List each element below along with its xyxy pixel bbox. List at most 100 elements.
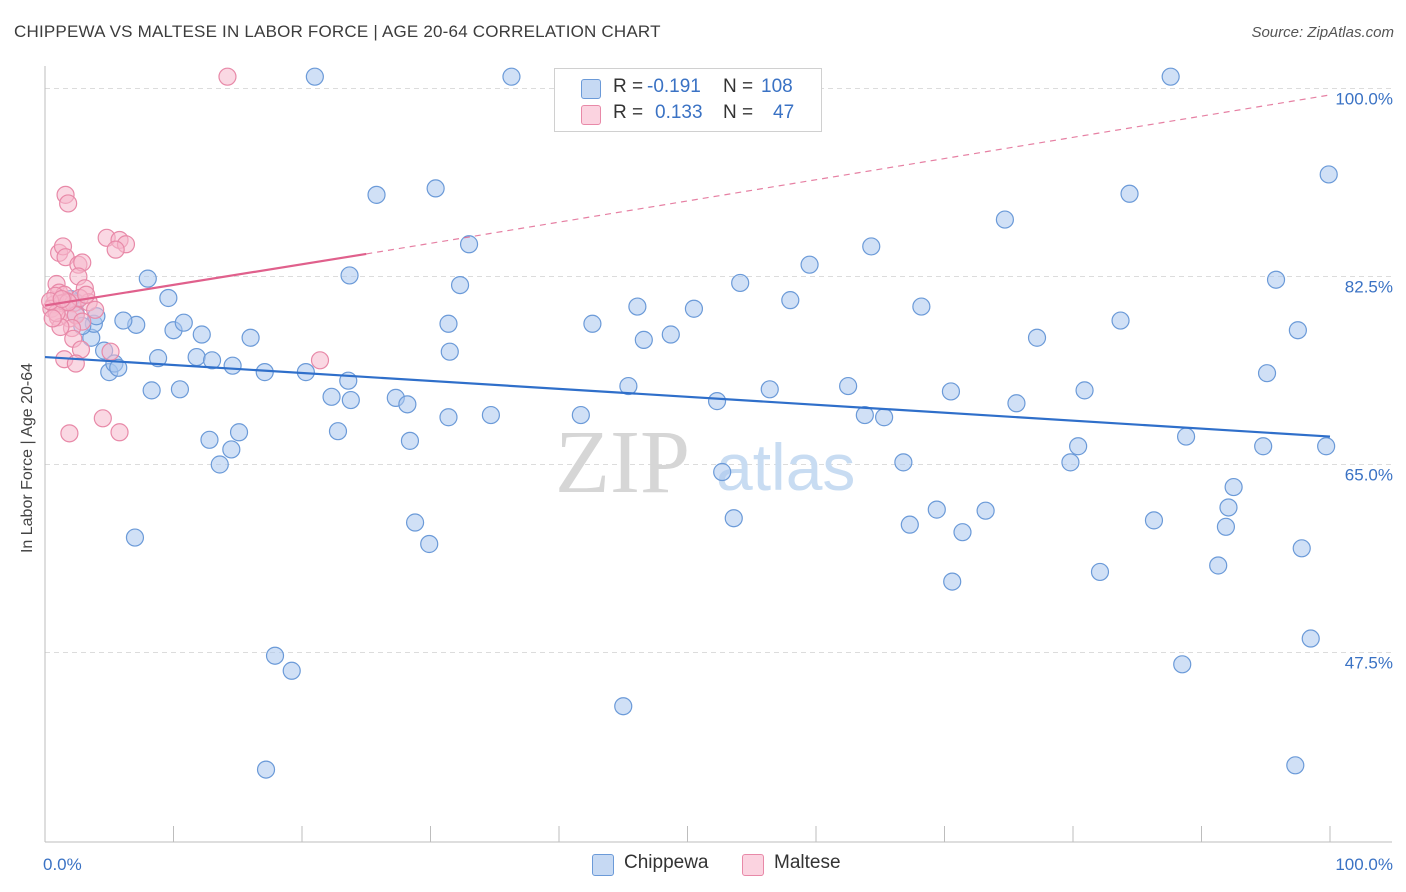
chippewa-swatch (581, 79, 601, 99)
chippewa-point (481, 405, 500, 425)
chippewa-point (1266, 270, 1286, 289)
chippewa-point (200, 430, 219, 449)
chippewa-point (1292, 539, 1311, 558)
chippewa-point (459, 235, 479, 254)
trend-lines (44, 94, 1331, 438)
chippewa-point (1257, 364, 1277, 383)
chippewa-point (1144, 511, 1164, 530)
chippewa-legend-label: Chippewa (624, 852, 709, 873)
chippewa-point (1319, 165, 1338, 184)
maltese-point (218, 67, 237, 86)
chippewa-point (187, 347, 206, 367)
chippewa-point (1090, 562, 1110, 582)
axes (44, 66, 1392, 843)
chippewa-point (1161, 67, 1180, 86)
chippewa-point (1219, 498, 1238, 517)
chippewa-point (1173, 655, 1192, 674)
y-tick-label: 100.0% (1335, 90, 1393, 109)
chippewa-point (426, 179, 445, 198)
chippewa-point (1120, 184, 1139, 203)
chippewa-point (713, 462, 732, 482)
y-tick-label: 47.5% (1345, 654, 1393, 673)
tick-labels: 100.0% 82.5% 65.0% 47.5% 0.0% 100.0% (43, 90, 1393, 875)
chippewa-point (875, 408, 894, 427)
legend-r-value: -0.191 (647, 76, 701, 97)
chippewa-point (305, 67, 324, 86)
correlation-legend: R = -0.191 N = 108 R = 0.133 N = 47 (554, 68, 822, 132)
chippewa-point (1069, 437, 1088, 456)
chippewa-point (138, 269, 157, 288)
maltese-point (106, 240, 125, 259)
chippewa-point (894, 453, 913, 472)
chippewa-point (125, 528, 145, 547)
chippewa-point (571, 405, 590, 425)
chippewa-point (367, 185, 386, 204)
maltese-point (59, 194, 78, 213)
legend-row-maltese: R = 0.133 N = 47 (555, 101, 821, 127)
maltese-point (93, 409, 112, 428)
chippewa-point (322, 387, 341, 406)
chippewa-point (619, 376, 638, 396)
chippewa-point (912, 297, 931, 316)
chippewa-point (862, 237, 881, 256)
chippewa-point (614, 697, 633, 716)
chippewa-point (340, 266, 359, 285)
chippewa-point (976, 501, 995, 520)
chippewa-point (502, 67, 521, 86)
chippewa-point (159, 288, 178, 308)
chippewa-point (420, 534, 439, 554)
chippewa-point (800, 255, 819, 274)
maltese-legend-swatch (742, 854, 764, 876)
chippewa-point (731, 273, 750, 293)
chippewa-point (941, 382, 961, 401)
chippewa-point (781, 291, 800, 310)
chippewa-point (707, 392, 727, 411)
chippewa-point (328, 422, 348, 441)
chippewa-point (450, 275, 470, 295)
chippewa-point (1111, 311, 1130, 330)
chippewa-point (192, 325, 211, 344)
chippewa-point (400, 431, 420, 450)
chippewa-point (628, 297, 647, 316)
chippewa-point (440, 342, 459, 361)
chippewa-point (282, 661, 301, 680)
watermark: ZIP atlas (555, 413, 855, 512)
chippewa-point (265, 646, 285, 665)
chippewa-point (1075, 381, 1094, 400)
chippewa-point (256, 760, 276, 779)
chippewa-point (174, 313, 193, 332)
maltese-point (52, 289, 71, 309)
chippewa-point (142, 381, 161, 400)
chippewa-point (1209, 556, 1228, 575)
maltese-swatch (581, 105, 601, 125)
chippewa-point (1007, 394, 1026, 413)
chippewa-point (405, 513, 425, 532)
legend-n-label: N = (723, 102, 754, 123)
chippewa-point (1176, 427, 1196, 446)
chippewa-point (634, 330, 653, 349)
x-tick-label: 100.0% (1335, 855, 1393, 874)
chippewa-point (210, 455, 229, 474)
chippewa-legend-swatch (592, 854, 614, 876)
maltese-trend-line (44, 252, 367, 307)
x-tick-label: 0.0% (43, 855, 82, 874)
chippewa-point (109, 358, 128, 377)
legend-n-value: 47 (773, 102, 795, 123)
chippewa-point (223, 356, 242, 375)
y-tick-label: 65.0% (1345, 466, 1393, 485)
legend-r-label: R = (613, 76, 644, 97)
legend-r-value: 0.133 (655, 102, 703, 123)
chippewa-point (1027, 328, 1047, 347)
chippewa-point (1288, 321, 1307, 340)
chippewa-point (953, 523, 972, 542)
chippewa-point (760, 380, 779, 399)
chippewa-point (439, 314, 458, 333)
chippewa-point (583, 314, 602, 333)
maltese-point (43, 309, 62, 328)
data-points (41, 67, 1338, 779)
chippewa-point (241, 328, 260, 347)
watermark-atlas: atlas (716, 430, 855, 504)
chippewa-point (943, 572, 962, 591)
chippewa-point (202, 351, 222, 370)
chippewa-point (995, 210, 1014, 229)
